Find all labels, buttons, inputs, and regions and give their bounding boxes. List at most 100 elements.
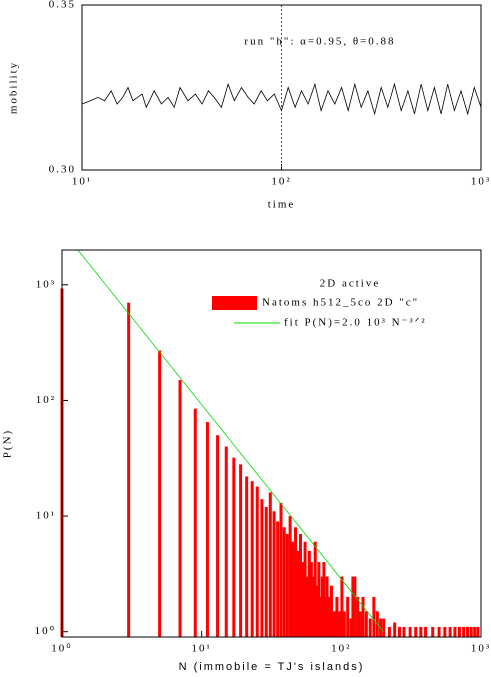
bar (305, 576, 309, 637)
x-tick-label: 10⁰ (51, 643, 72, 655)
bar (272, 511, 276, 637)
bar (322, 562, 326, 637)
bar (205, 422, 209, 637)
bar (349, 618, 353, 637)
bar (346, 596, 350, 637)
bar (448, 626, 452, 637)
bar (340, 576, 344, 637)
bar (325, 576, 329, 637)
y-axis-title: mobility (8, 61, 20, 114)
bar (193, 408, 197, 637)
bar (301, 562, 305, 637)
bar (224, 446, 228, 637)
bar (260, 499, 264, 637)
bar (317, 562, 321, 637)
bar (457, 626, 461, 637)
bar (327, 596, 331, 637)
bar (437, 626, 441, 637)
bar (361, 596, 365, 637)
annotation: run "h": α=0.95, θ=0.88 (244, 36, 395, 48)
bar (473, 626, 477, 637)
x-axis-title: time (268, 199, 296, 211)
bar (387, 626, 391, 637)
bar (402, 626, 406, 637)
legend-swatch (212, 296, 257, 310)
bar (298, 533, 302, 637)
bar (276, 521, 280, 637)
bar (342, 611, 346, 637)
bar (358, 611, 362, 637)
bar (288, 516, 292, 637)
bar (323, 596, 327, 637)
legend-label: fit P(N)=2.0 10³ N⁻³ᐟ² (284, 317, 427, 329)
bar (268, 492, 272, 637)
bar (307, 550, 311, 637)
bar (368, 618, 372, 637)
bar (356, 596, 360, 637)
bar (320, 576, 324, 637)
bar (127, 302, 131, 637)
bar (466, 626, 470, 637)
bar (424, 626, 428, 637)
bar (296, 550, 300, 637)
bar (285, 533, 289, 637)
y-tick-label: 10² (36, 394, 56, 406)
bar (264, 506, 268, 637)
legend-title: 2D active (320, 278, 380, 290)
y-axis-title: P(N) (2, 429, 14, 458)
x-axis-title: N (immobile = TJ's islands) (179, 661, 365, 673)
bar (408, 626, 412, 637)
bar (279, 502, 283, 637)
bar (469, 626, 473, 637)
x-tick-label: 10¹ (192, 643, 212, 655)
bar (255, 486, 259, 637)
fit-line (77, 250, 384, 632)
bar (315, 585, 319, 637)
bar (245, 476, 249, 637)
bar (431, 626, 435, 637)
bar (158, 350, 162, 637)
bar (419, 626, 423, 637)
plot-frame (61, 249, 482, 638)
y-tick-label: 10³ (36, 278, 56, 290)
plot-frame (81, 4, 482, 171)
legend-label: Natoms h512_5co 2D "c" (262, 297, 419, 309)
bar (294, 527, 298, 637)
bar (476, 626, 480, 637)
bar (398, 626, 402, 637)
bar (393, 622, 397, 637)
bar (313, 541, 317, 637)
y-tick-label: 0.35 (49, 0, 76, 11)
x-tick-label: 10³ (471, 176, 491, 188)
bar (319, 596, 323, 637)
bar (335, 596, 339, 637)
x-tick-label: 10³ (471, 643, 491, 655)
y-tick-label: 0.30 (49, 164, 76, 176)
bar (282, 527, 286, 637)
bar (250, 481, 254, 637)
bar (462, 626, 466, 637)
bar (372, 596, 376, 637)
bar (364, 611, 368, 637)
bar (309, 562, 313, 637)
bar (382, 618, 386, 637)
x-tick-label: 10² (271, 176, 291, 188)
x-tick-label: 10¹ (72, 176, 92, 188)
bar (291, 541, 295, 637)
bar (443, 626, 447, 637)
bar (453, 626, 457, 637)
bar (303, 541, 307, 637)
bar (232, 457, 236, 637)
bar (353, 576, 357, 637)
bar (351, 576, 355, 637)
bar (239, 464, 243, 637)
x-tick-label: 10² (331, 643, 351, 655)
y-tick-label: 10¹ (36, 510, 56, 522)
bar (311, 576, 315, 637)
bar (178, 380, 182, 637)
y-tick-label: 10⁰ (35, 625, 56, 637)
bar (332, 611, 336, 637)
data-line (81, 82, 482, 116)
bar (337, 611, 341, 637)
